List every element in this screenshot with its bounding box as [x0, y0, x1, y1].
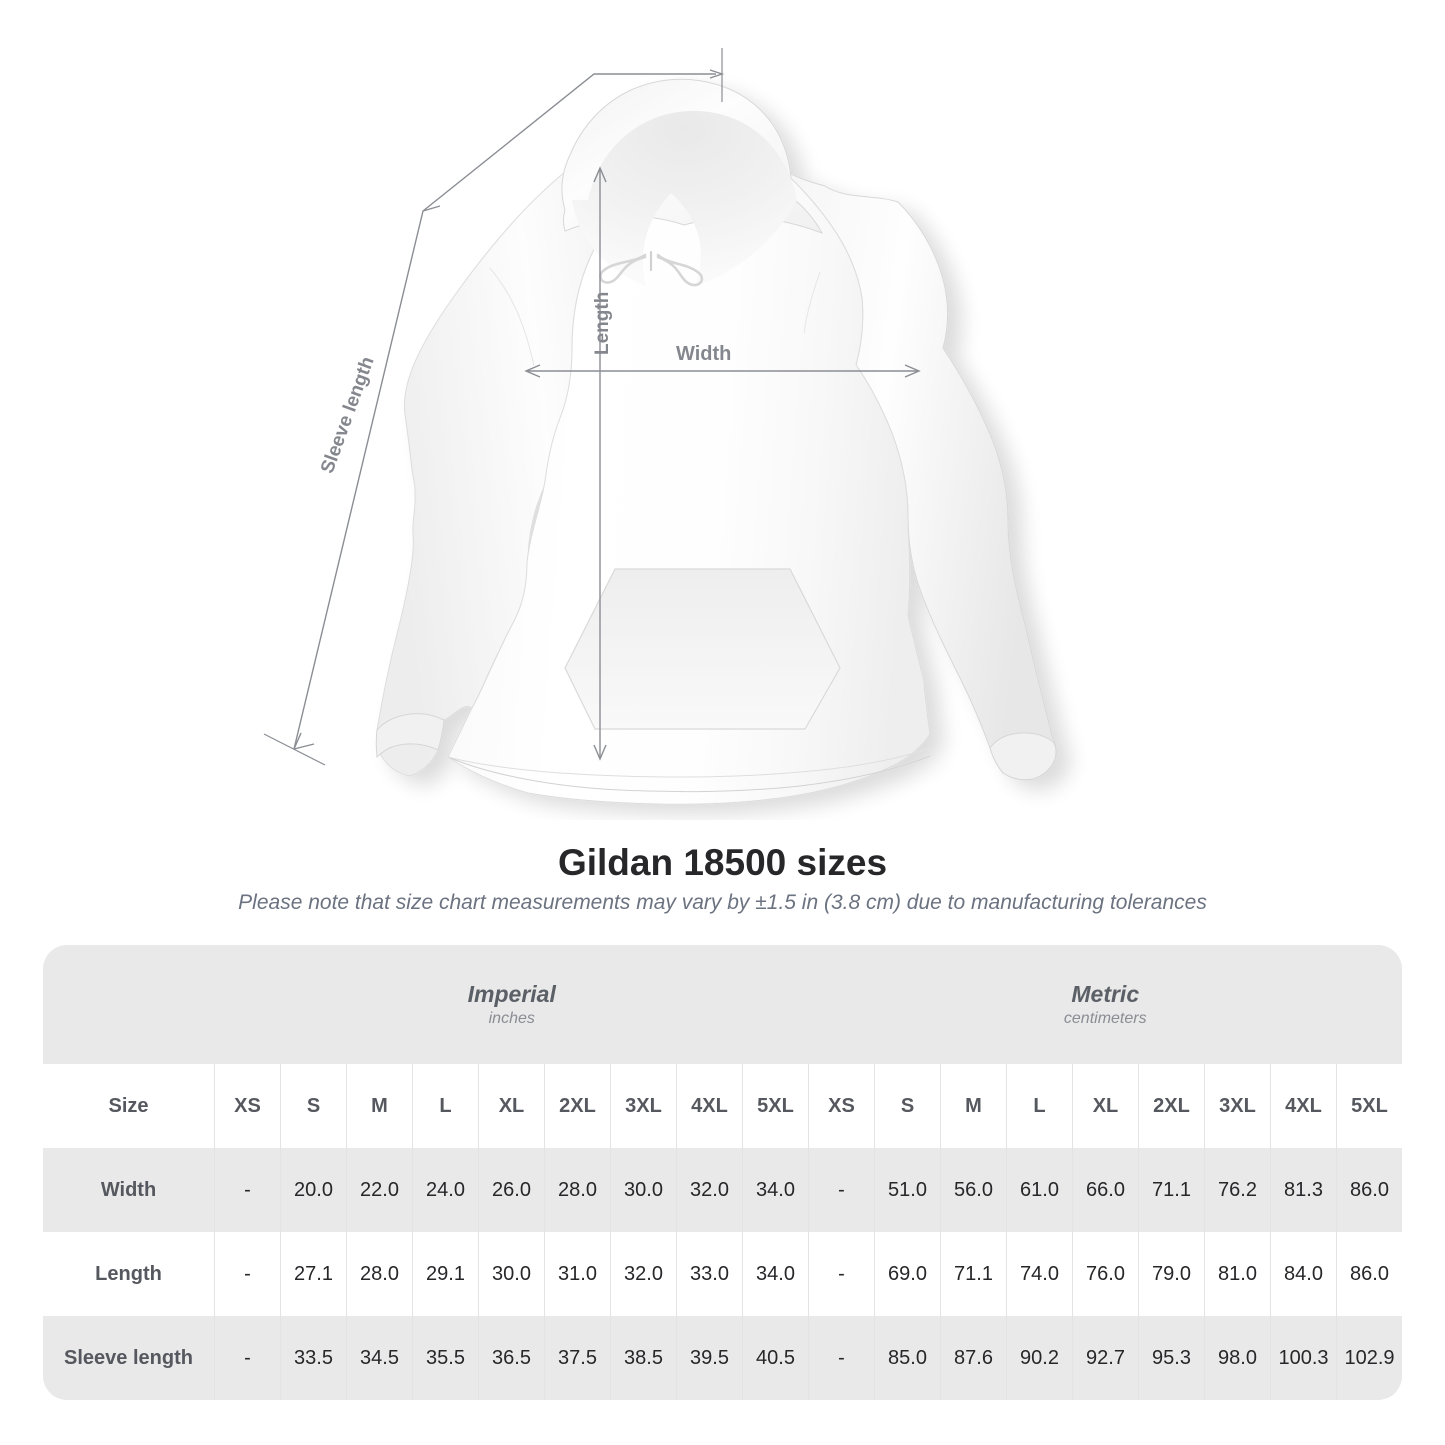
svg-text:Sleeve length: Sleeve length: [317, 354, 379, 476]
svg-text:Length: Length: [592, 292, 613, 355]
svg-text:Width: Width: [676, 343, 731, 365]
